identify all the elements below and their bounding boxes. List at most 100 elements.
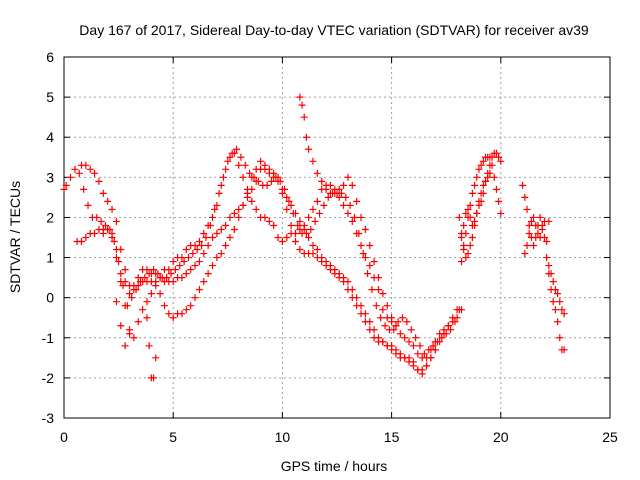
data-point (93, 213, 101, 221)
data-point (285, 197, 293, 205)
data-point (405, 338, 413, 346)
data-point (361, 310, 369, 318)
data-point (423, 362, 431, 370)
data-point (150, 374, 158, 382)
data-point (305, 213, 313, 221)
data-point (152, 270, 160, 278)
data-point (300, 225, 308, 233)
data-point (307, 225, 315, 233)
data-point (219, 173, 227, 181)
data-point (156, 274, 164, 282)
grid-layer (64, 57, 610, 418)
data-point (530, 213, 538, 221)
data-point (379, 290, 387, 298)
data-point (296, 246, 304, 254)
data-point (309, 205, 317, 213)
data-point (554, 318, 562, 326)
series-4 (296, 93, 400, 330)
data-point (152, 354, 160, 362)
data-point (97, 217, 105, 225)
data-point (143, 314, 151, 322)
data-point (497, 157, 505, 165)
data-point (482, 177, 490, 185)
data-point (357, 242, 365, 250)
data-point (156, 290, 164, 298)
data-point (374, 274, 382, 282)
data-point (130, 334, 138, 342)
data-point (248, 185, 256, 193)
data-point (466, 213, 474, 221)
data-point (167, 270, 175, 278)
series-5 (143, 314, 160, 382)
y-tick-label-7: 4 (46, 129, 54, 145)
data-point (361, 225, 369, 233)
data-point (101, 221, 109, 229)
data-point (209, 262, 217, 270)
data-point (462, 209, 470, 217)
data-point (357, 213, 365, 221)
data-point (409, 362, 417, 370)
data-point (344, 278, 352, 286)
x-axis-label: GPS time / hours (281, 458, 388, 474)
data-point (396, 330, 404, 338)
data-point (110, 238, 118, 246)
data-point (527, 217, 535, 225)
data-point (182, 270, 190, 278)
data-point (497, 209, 505, 217)
data-point (416, 342, 424, 350)
data-point (246, 169, 254, 177)
data-point (287, 221, 295, 229)
data-point (353, 229, 361, 237)
x-tick-label-0: 0 (60, 429, 68, 445)
data-point (383, 302, 391, 310)
data-point (163, 274, 171, 282)
data-point (536, 234, 544, 241)
data-point (233, 145, 241, 153)
data-point (145, 342, 153, 350)
data-point (169, 258, 177, 266)
data-point (115, 258, 123, 266)
data-point (112, 254, 120, 262)
data-point (492, 149, 500, 157)
data-point (521, 250, 529, 258)
data-point (217, 181, 225, 189)
data-point (316, 209, 324, 217)
data-point (204, 221, 212, 229)
data-point (357, 302, 365, 310)
data-point (519, 181, 527, 189)
data-point (495, 153, 503, 161)
chart-title: Day 167 of 2017, Sidereal Day-to-day VTE… (79, 22, 589, 38)
data-point (460, 221, 468, 229)
data-point (468, 189, 476, 197)
data-point (335, 270, 343, 278)
data-point (477, 161, 485, 169)
data-point (235, 161, 243, 169)
data-point (313, 169, 321, 177)
data-point (377, 314, 385, 322)
y-tick-label-8: 5 (46, 89, 54, 105)
data-point (77, 238, 85, 246)
data-point (171, 266, 179, 274)
data-point (547, 270, 555, 278)
data-point (525, 221, 533, 229)
data-point (99, 229, 107, 237)
data-point (409, 342, 417, 350)
data-point (335, 193, 343, 201)
data-point (475, 165, 483, 173)
data-point (556, 298, 564, 306)
data-point (374, 334, 382, 342)
data-point (449, 314, 457, 322)
data-point (326, 181, 334, 189)
x-tick-label-5: 25 (602, 429, 618, 445)
data-point (403, 318, 411, 326)
data-point (543, 238, 551, 246)
data-point (121, 342, 129, 350)
y-tick-label-5: 2 (46, 209, 54, 225)
data-point (296, 217, 304, 225)
x-tick-label-4: 20 (493, 429, 509, 445)
data-point (117, 270, 125, 278)
series-7 (457, 153, 505, 266)
data-point (366, 318, 374, 326)
data-point (209, 234, 217, 241)
data-point (213, 229, 221, 237)
